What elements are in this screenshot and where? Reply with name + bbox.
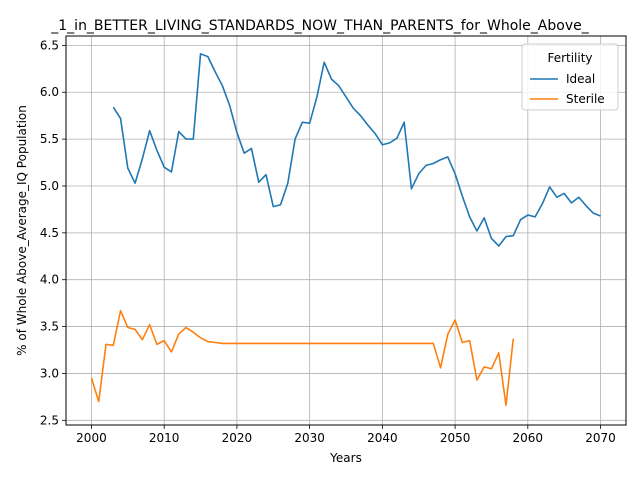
x-axis-ticks: 2000 2010 2020 2030 2040 2050 2060 2070 bbox=[76, 425, 616, 445]
x-tick-label: 2040 bbox=[367, 431, 398, 445]
series-line-sterile bbox=[91, 311, 513, 406]
y-tick-label: 6.5 bbox=[40, 38, 59, 52]
legend-title: Fertility bbox=[547, 51, 592, 65]
y-tick-label: 5.0 bbox=[40, 179, 59, 193]
x-tick-label: 2060 bbox=[513, 431, 544, 445]
y-axis-label: % of Whole Above_Average_IQ Population bbox=[15, 105, 29, 356]
y-tick-label: 3.5 bbox=[40, 320, 59, 334]
x-axis-label: Years bbox=[329, 451, 362, 465]
y-tick-label: 2.5 bbox=[40, 413, 59, 427]
y-tick-label: 6.0 bbox=[40, 85, 59, 99]
x-tick-label: 2000 bbox=[76, 431, 107, 445]
x-tick-label: 2050 bbox=[440, 431, 471, 445]
y-tick-label: 4.0 bbox=[40, 273, 59, 287]
legend-label-ideal: Ideal bbox=[566, 72, 595, 86]
y-tick-label: 3.0 bbox=[40, 366, 59, 380]
x-tick-label: 2010 bbox=[149, 431, 180, 445]
x-tick-label: 2020 bbox=[222, 431, 253, 445]
x-tick-label: 2070 bbox=[585, 431, 616, 445]
y-tick-label: 5.5 bbox=[40, 132, 59, 146]
legend: Fertility Ideal Sterile bbox=[522, 44, 618, 110]
y-tick-label: 4.5 bbox=[40, 226, 59, 240]
legend-label-sterile: Sterile bbox=[566, 92, 605, 106]
y-axis-ticks: 2.5 3.0 3.5 4.0 4.5 5.0 5.5 6.0 6.5 bbox=[40, 38, 66, 427]
chart-title: _1_in_BETTER_LIVING_STANDARDS_NOW_THAN_P… bbox=[50, 18, 589, 34]
x-tick-label: 2030 bbox=[294, 431, 325, 445]
